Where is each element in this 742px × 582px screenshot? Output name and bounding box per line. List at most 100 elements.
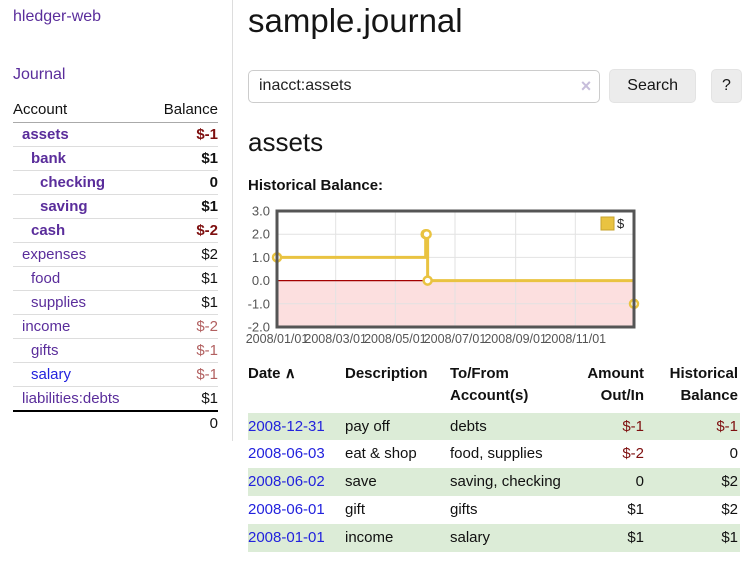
sidebar-account-row: liabilities:debts $1 (13, 386, 218, 412)
data-point-marker (422, 275, 433, 286)
account-link[interactable]: income (22, 318, 71, 335)
y-tick-label: 1.0 (252, 250, 270, 265)
sidebar: hledger-web Journal Account Balance asse… (0, 0, 233, 441)
help-button[interactable]: ? (710, 69, 742, 103)
search-input[interactable] (248, 69, 601, 103)
accounts-col-balance: Balance (148, 98, 218, 123)
register-description: save (345, 473, 377, 491)
account-link[interactable]: cash (31, 222, 66, 239)
plot-border (275, 209, 636, 329)
register-row[interactable]: 2008-06-02 save saving, checking 0 $2 (248, 468, 740, 497)
search-form: × Search ? (248, 69, 742, 103)
chart-svg: $3.0 2.0 1.0 0.0 -1.0 -2.02008/01/012008/03/0… (246, 204, 640, 346)
y-tick-label: 2.0 (252, 227, 270, 242)
nav-journal-link[interactable]: Journal (13, 66, 66, 83)
account-link[interactable]: checking (40, 174, 106, 191)
register-col-balance: Historical Balance (669, 365, 738, 404)
sidebar-account-row: expenses $2 (13, 242, 218, 267)
register-col-accounts: To/From Account(s) (450, 365, 529, 404)
transaction-date-link[interactable]: 2008-06-01 (248, 501, 325, 519)
register-row[interactable]: 2008-12-31 pay off debts $-1 $-1 (248, 412, 740, 441)
register-amount: $-2 (622, 445, 644, 463)
register-col-amount: Amount Out/In (587, 365, 644, 404)
clear-search-icon[interactable]: × (580, 75, 592, 96)
legend-swatch (600, 216, 615, 231)
register-description: gift (345, 501, 366, 519)
sidebar-account-row: gifts $-1 (13, 338, 218, 363)
transaction-date-link[interactable]: 2008-06-03 (248, 445, 325, 463)
register-description: pay off (345, 417, 390, 435)
account-link[interactable]: saving (40, 198, 88, 215)
sidebar-account-row: checking 0 (13, 170, 218, 195)
app-brand-link[interactable]: hledger-web (13, 8, 102, 25)
register-col-date[interactable]: Date ∧ (248, 365, 296, 382)
register-amount: $1 (627, 529, 644, 547)
register-balance: 0 (729, 445, 738, 463)
register-balance: $1 (721, 529, 738, 547)
register-amount: 0 (635, 473, 644, 491)
x-tick-label: 2008/03/01 (304, 332, 367, 346)
search-button[interactable]: Search (609, 69, 696, 103)
transaction-date-link[interactable]: 2008-12-31 (248, 417, 325, 435)
account-link[interactable]: supplies (31, 294, 87, 311)
x-tick-label: 2008/07/01 (424, 332, 487, 346)
account-link[interactable]: bank (31, 150, 67, 167)
register-accounts: gifts (450, 501, 478, 519)
account-balance: $2 (201, 246, 218, 263)
historical-balance-chart: $3.0 2.0 1.0 0.0 -1.0 -2.0 2008/01/01 2008/03/0… (246, 204, 742, 346)
account-balance: $1 (201, 198, 218, 215)
account-link[interactable]: expenses (22, 246, 87, 263)
account-link[interactable]: food (31, 270, 61, 287)
account-balance: $1 (201, 270, 218, 287)
sidebar-account-row: food $1 (13, 266, 218, 291)
x-tick-label: 2008/01/01 (246, 332, 309, 346)
sidebar-account-row: cash $-2 (13, 218, 218, 243)
transaction-date-link[interactable]: 2008-01-01 (248, 529, 325, 547)
account-balance: $-2 (196, 222, 218, 239)
y-tick-label: -2.0 (248, 320, 270, 335)
account-balance: $-1 (196, 366, 218, 383)
register-row[interactable]: 2008-06-03 eat & shop food, supplies $-2 0 (248, 440, 740, 468)
sort-ascending-icon: ∧ (284, 365, 296, 382)
account-link[interactable]: assets (22, 126, 69, 143)
register-balance: $2 (721, 473, 738, 491)
register-accounts: salary (450, 529, 491, 547)
accounts-total-row: 0 (13, 410, 218, 435)
sidebar-account-row: income $-2 (13, 314, 218, 339)
register-row[interactable]: 2008-01-01 income salary $1 $1 (248, 524, 740, 553)
sidebar-account-row: salary $-1 (13, 362, 218, 387)
transaction-date-link[interactable]: 2008-06-02 (248, 473, 325, 491)
y-tick-label: -1.0 (248, 296, 270, 311)
register-accounts: saving, checking (450, 473, 561, 491)
register-table: Date ∧ Description To/From Account(s) Am… (248, 361, 740, 553)
data-point-marker (421, 228, 432, 240)
register-amount: $1 (627, 501, 644, 519)
register-description: income (345, 529, 394, 547)
register-accounts: food, supplies (450, 445, 543, 463)
register-accounts: debts (450, 417, 487, 435)
register-col-description: Description (345, 365, 428, 382)
y-tick-label: 0.0 (252, 273, 270, 288)
sidebar-account-row: assets $-1 (13, 123, 218, 147)
account-balance: $-2 (196, 318, 218, 335)
sidebar-account-row: supplies $1 (13, 290, 218, 315)
account-link[interactable]: salary (31, 366, 72, 383)
account-link[interactable]: liabilities:debts (22, 390, 120, 407)
main-panel: sample.journal × Search ? assets Histori… (246, 0, 742, 553)
register-amount: $-1 (622, 417, 644, 435)
accounts-total-balance: 0 (148, 410, 218, 435)
account-link[interactable]: gifts (31, 342, 59, 359)
accounts-table: Account Balance assets $-1 bank $1 checking 0… (13, 98, 218, 435)
account-balance: 0 (209, 174, 218, 191)
page-title: sample.journal (248, 2, 463, 39)
register-balance: $2 (721, 501, 738, 519)
register-description: eat & shop (345, 445, 417, 463)
register-row[interactable]: 2008-06-01 gift gifts $1 $2 (248, 496, 740, 524)
account-balance: $1 (201, 294, 218, 311)
sidebar-account-row: saving $1 (13, 194, 218, 219)
chart-heading: Historical Balance: (248, 177, 384, 194)
account-heading: assets (248, 127, 324, 157)
account-balance: $-1 (196, 342, 218, 359)
x-tick-label: 2008/09/01 (484, 332, 547, 346)
sidebar-account-row: bank $1 (13, 146, 218, 171)
